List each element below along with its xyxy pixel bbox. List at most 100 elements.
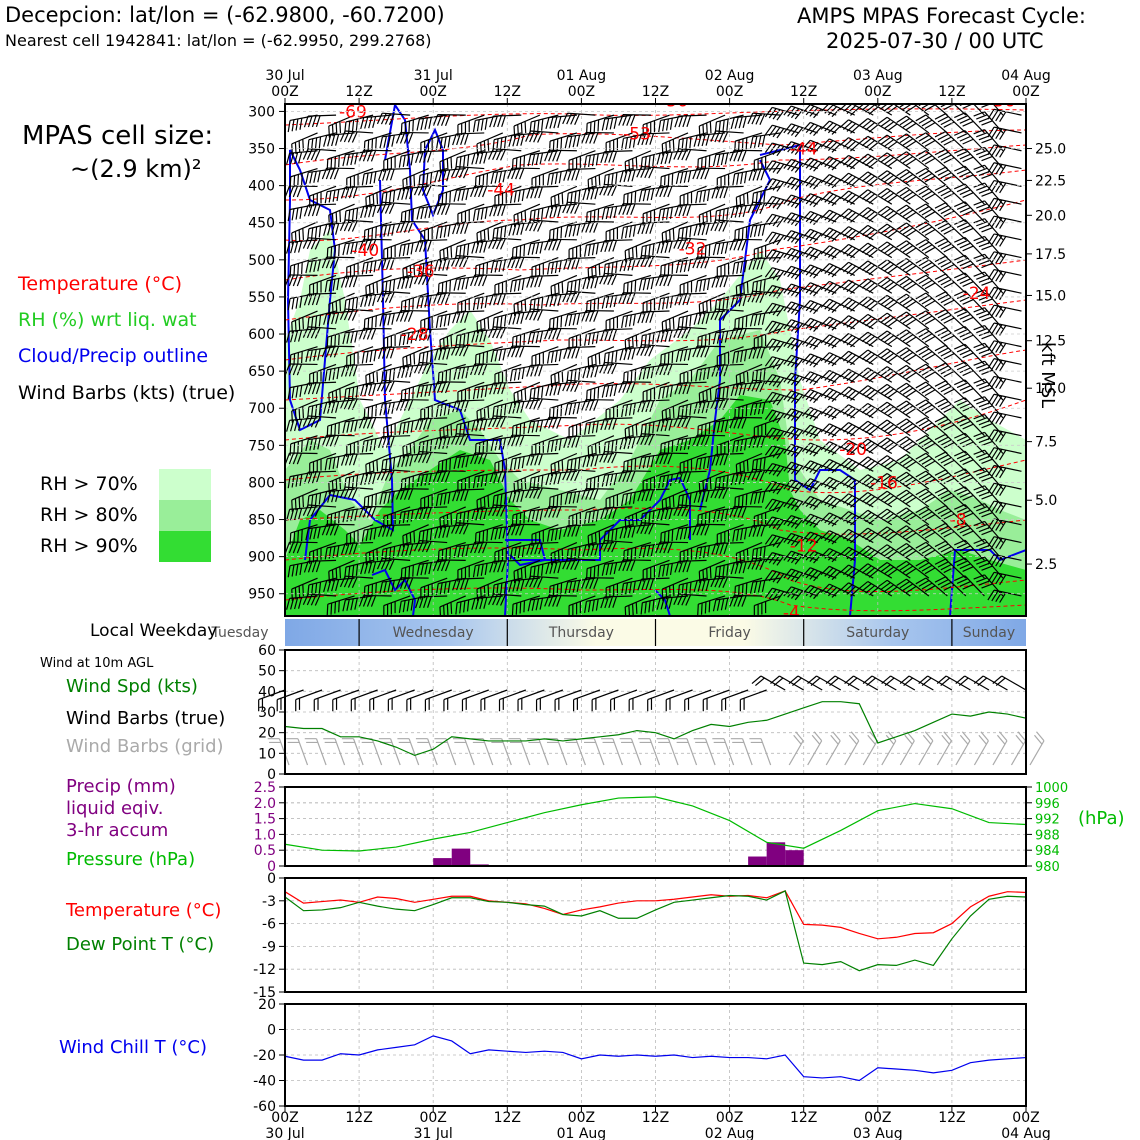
barb-flag [598,263,601,276]
barb-flag [293,531,296,544]
barb-flag [626,203,632,215]
barb-flag [809,160,819,171]
barb-staff [585,541,614,546]
barb-flag [296,542,303,554]
barb-flag [375,226,377,239]
barb-flag [593,488,599,500]
barb-flag [398,512,402,524]
barb-flag [638,190,643,202]
barb-flag [302,148,309,160]
barb-flag [482,274,488,287]
barb-flag [494,552,496,564]
barb-flag [534,186,539,199]
barb-staff [641,310,670,313]
barb-staff [326,310,355,315]
barb-flag [685,315,688,328]
barb-flag [608,596,614,608]
barb-flag [438,259,443,272]
barb-flag [360,206,365,219]
barb-staff [531,257,559,268]
barb-flag [439,606,442,616]
barb-flag [611,185,618,197]
barb-flag [482,453,488,465]
wind-barb [455,417,485,437]
barb-flag [493,115,498,128]
barb-flag [493,561,498,573]
barb-flag [562,558,569,570]
barb-flag [429,261,433,274]
barb-flag [623,259,628,272]
barb-flag [348,364,354,377]
barb-staff [587,346,615,359]
wind-barb [730,114,763,130]
wind-barb [455,150,485,170]
barb-flag [299,474,303,487]
barb-flag [364,384,369,396]
barb-flag [587,511,591,524]
barb-flag [550,351,554,363]
wind-barb [489,114,522,128]
barb-staff [363,559,392,564]
barb-flag [365,375,368,388]
barb-flag [395,221,402,233]
barb-flag [542,263,544,275]
barb-flag [526,543,531,555]
barb-flag [632,313,636,326]
barb-staff [679,132,707,141]
barb-flag [519,346,525,358]
barb-staff [493,310,522,319]
barb-flag [743,171,748,184]
barb-flag [515,257,521,269]
wind-barb [511,506,541,527]
barb-flag [464,311,469,323]
barb-staff [420,310,448,322]
barb-flag [756,169,762,181]
barb-flag [589,122,592,134]
barb-flag [539,509,544,521]
barb-staff [289,417,318,421]
barb-flag [476,386,480,399]
barb-flag [706,189,710,202]
barb-flag [336,189,340,202]
barb-flag [609,295,614,308]
barb-flag [494,284,496,297]
wind-barb [544,594,577,607]
barb-flag [584,512,588,524]
wind-barb [544,149,577,162]
barb-flag [809,178,819,188]
barb-staff [308,504,337,508]
barb-flag [544,417,550,429]
barb-flag [432,203,439,215]
barb-flag [668,151,673,164]
barb-flag [399,221,406,233]
barb-flag [530,276,535,288]
barb-flag [557,383,562,396]
barb-staff [326,221,355,226]
wind-barb [545,292,577,308]
barb-flag [597,208,600,221]
barb-flag [505,548,507,560]
barb-staff [383,239,411,250]
barb-flag [372,372,375,384]
barb-staff [328,292,355,305]
barb-flag [468,476,470,489]
wind-barb [395,131,429,144]
wind-barb [568,417,596,440]
barb-flag [595,509,599,522]
barb-flag [306,505,313,517]
barb-flag [290,330,295,343]
barb-staff [401,470,429,481]
barb-flag [446,603,449,616]
wind-barb [511,595,541,616]
barb-staff [456,150,485,159]
barb-flag [538,275,543,288]
wind-barb [452,488,485,502]
barb-flag [568,249,570,262]
barb-flag [597,564,600,577]
barb-flag [483,508,488,520]
wind-barb [730,203,763,219]
barb-flag [395,399,402,411]
barb-flag [329,524,336,536]
barb-flag [537,297,540,310]
barb-flag [520,301,523,313]
